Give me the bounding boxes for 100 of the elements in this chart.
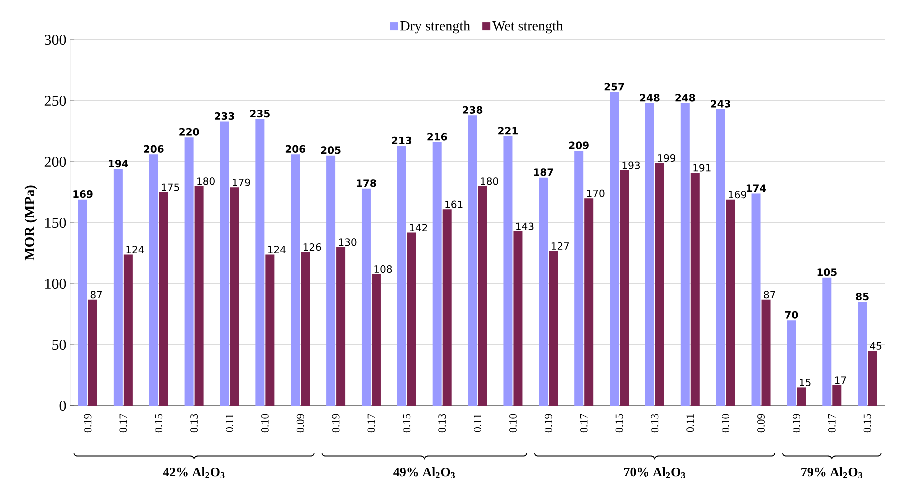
x-tick-label: 0.10 — [509, 414, 517, 433]
y-tick-label: 250 — [44, 96, 66, 106]
data-label: 191 — [694, 164, 711, 172]
bar — [432, 142, 442, 406]
data-label: 105 — [818, 268, 837, 276]
data-label: 169 — [74, 190, 93, 198]
data-label: 130 — [339, 238, 357, 246]
data-label: 143 — [516, 222, 534, 230]
bar — [574, 151, 584, 406]
data-label: 169 — [729, 191, 746, 199]
x-tick-label: 0.11 — [686, 414, 694, 432]
bar — [114, 169, 123, 406]
bar — [762, 300, 771, 406]
bar — [78, 200, 88, 406]
bar — [149, 154, 158, 406]
data-label: 187 — [534, 168, 554, 176]
bar — [680, 103, 690, 406]
bar — [868, 351, 878, 406]
data-label: 45 — [870, 342, 882, 350]
bar — [539, 178, 548, 406]
x-tick-label: 0.13 — [651, 414, 659, 433]
data-label: 235 — [250, 110, 270, 118]
bar — [372, 274, 381, 406]
data-label: 124 — [126, 246, 144, 254]
x-tick-label: 0.10 — [722, 414, 730, 433]
y-tick-label: 50 — [52, 340, 66, 350]
y-tick-label: 200 — [44, 156, 66, 168]
bar — [442, 210, 452, 406]
x-tick-label: 0.09 — [296, 414, 304, 433]
bar — [858, 302, 868, 406]
data-label: 233 — [215, 112, 234, 120]
data-label: 243 — [711, 100, 730, 108]
data-label: 206 — [144, 145, 164, 153]
legend-label: Wet strength — [492, 20, 564, 34]
bar — [822, 278, 832, 406]
bar — [326, 156, 336, 406]
bar — [478, 186, 488, 406]
x-tick-label: 0.19 — [544, 414, 552, 433]
data-label: 199 — [658, 154, 676, 162]
data-label: 180 — [198, 178, 215, 186]
bar — [194, 186, 204, 406]
bar — [291, 154, 300, 406]
data-label: 15 — [800, 379, 811, 386]
bar — [645, 103, 654, 406]
data-label: 209 — [569, 142, 589, 150]
x-tick-label: 0.17 — [120, 414, 128, 433]
bar — [220, 122, 230, 406]
data-label: 216 — [428, 133, 448, 141]
bar — [362, 188, 371, 406]
data-label: 161 — [446, 200, 463, 208]
bar — [787, 320, 796, 406]
data-label: 180 — [481, 178, 498, 186]
data-label: 142 — [410, 224, 428, 232]
x-tick-label: 0.15 — [155, 414, 163, 433]
data-label: 108 — [374, 265, 392, 274]
data-label: 127 — [552, 242, 570, 250]
y-tick-label: 100 — [46, 278, 66, 290]
x-tick-label: 0.11 — [474, 414, 482, 432]
data-label: 70 — [785, 311, 798, 319]
data-label: 179 — [233, 178, 250, 186]
bar — [690, 172, 700, 406]
x-tick-label: 0.15 — [403, 414, 411, 433]
bar — [620, 170, 630, 406]
bar — [752, 194, 761, 406]
x-tick-label: 0.19 — [332, 414, 340, 433]
y-axis-title: MOR (MPa) — [24, 186, 38, 261]
bar — [230, 188, 240, 406]
data-label: 87 — [90, 291, 102, 299]
bar — [124, 254, 133, 406]
bar — [468, 116, 478, 406]
x-tick-label: 0.19 — [792, 414, 800, 433]
text: 79% Al$_{2}$O$_{3}$ — [802, 468, 863, 479]
data-label: 220 — [180, 128, 200, 136]
bar — [266, 254, 275, 406]
legend-label: Dry strength — [400, 20, 470, 34]
data-label: 174 — [746, 184, 766, 192]
bar — [159, 192, 168, 406]
x-tick-label: 0.13 — [190, 414, 198, 433]
x-tick-label: 0.15 — [616, 414, 624, 433]
text: 49% Al$_{2}$O$_{3}$ — [394, 468, 456, 479]
x-tick-label: 0.15 — [864, 414, 872, 433]
data-label: 87 — [764, 291, 776, 299]
bar — [584, 198, 594, 406]
x-tick-label: 0.11 — [226, 414, 234, 432]
data-label: 205 — [321, 146, 341, 154]
bar — [184, 138, 194, 406]
data-label: 175 — [162, 184, 180, 192]
data-label: 85 — [856, 293, 869, 301]
x-tick-label: 0.09 — [758, 414, 766, 433]
bar — [256, 119, 265, 406]
x-tick-label: 0.17 — [828, 414, 836, 433]
y-tick-label: 300 — [44, 34, 66, 46]
data-label: 170 — [587, 190, 605, 198]
bar — [832, 385, 842, 406]
data-label: 17 — [835, 376, 846, 384]
bar — [407, 232, 416, 406]
y-tick-label: 0 — [60, 400, 66, 412]
x-tick-label: 0.13 — [438, 414, 446, 433]
bar — [504, 136, 513, 406]
bar — [797, 388, 806, 406]
